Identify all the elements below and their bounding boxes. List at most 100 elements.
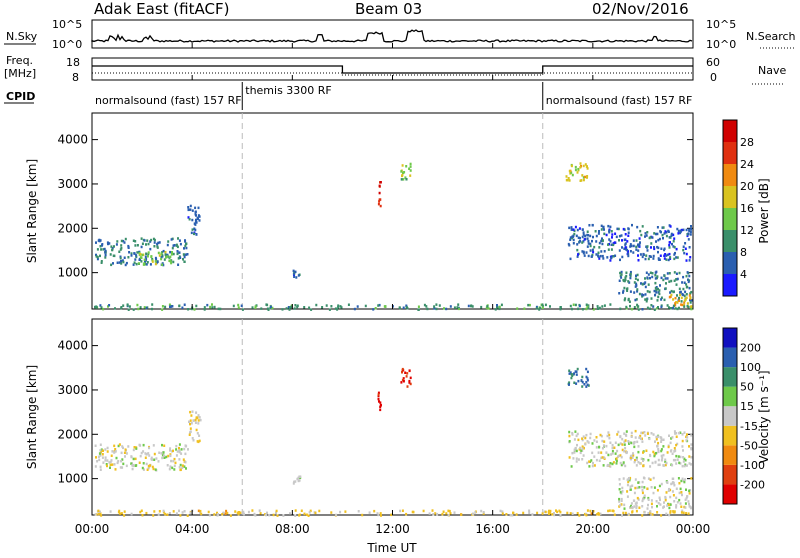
range-gate-cell xyxy=(644,232,647,235)
range-gate-cell xyxy=(620,463,623,467)
range-gate-cell xyxy=(689,301,692,304)
range-gate-cell xyxy=(119,512,121,515)
range-gate-cell xyxy=(663,274,666,277)
range-gate-cell xyxy=(676,277,679,281)
range-gate-cell xyxy=(679,455,682,459)
range-gate-cell xyxy=(591,248,594,252)
range-gate-cell xyxy=(659,503,662,506)
range-gate-cell xyxy=(601,254,604,258)
range-gate-cell xyxy=(164,305,167,309)
range-gate-cell xyxy=(675,432,678,435)
range-gate-cell xyxy=(653,246,655,249)
range-gate-cell xyxy=(442,510,445,513)
range-gate-cell xyxy=(337,304,340,307)
range-gate-cell xyxy=(624,233,627,236)
range-gate-cell xyxy=(687,232,690,235)
range-gate-cell xyxy=(409,162,412,166)
range-gate-cell xyxy=(193,232,195,236)
range-gate-cell xyxy=(541,306,544,309)
range-gate-cell xyxy=(315,303,318,307)
range-gate-cell xyxy=(626,483,629,487)
range-gate-cell xyxy=(618,497,621,501)
range-gate-cell xyxy=(608,509,611,512)
range-gate-cell xyxy=(687,512,690,515)
range-gate-cell xyxy=(154,262,157,266)
range-gate-cell xyxy=(668,513,671,517)
range-gate-cell xyxy=(330,511,333,514)
range-gate-cell xyxy=(609,259,612,262)
range-gate-cell xyxy=(574,303,577,307)
range-gate-cell xyxy=(549,305,551,308)
range-gate-cell xyxy=(139,510,142,514)
range-gate-cell xyxy=(176,245,179,249)
range-gate-cell xyxy=(576,443,578,447)
range-gate-cell xyxy=(157,513,160,516)
range-gate-cell xyxy=(675,462,678,465)
range-gate-cell xyxy=(144,255,147,258)
range-gate-cell xyxy=(190,422,193,425)
range-gate-cell xyxy=(587,239,590,243)
range-gate-cell xyxy=(174,461,177,465)
colorbar-tick-label: 4 xyxy=(740,268,747,281)
range-gate-cell xyxy=(586,175,589,178)
colorbar-segment xyxy=(723,484,737,504)
range-gate-cell xyxy=(559,514,562,517)
range-gate-cell xyxy=(496,305,498,309)
range-gate-cell xyxy=(609,240,612,243)
range-gate-cell xyxy=(405,306,408,309)
range-gate-cell xyxy=(632,442,635,445)
range-gate-cell xyxy=(544,303,547,307)
range-gate-cell xyxy=(275,511,277,514)
range-gate-cell xyxy=(622,227,625,231)
range-gate-cell xyxy=(668,506,671,510)
range-gate-cell xyxy=(99,454,102,457)
range-gate-cell xyxy=(654,281,657,285)
range-gate-cell xyxy=(629,456,632,459)
range-gate-cell xyxy=(150,255,153,258)
colorbar-tick-label: -200 xyxy=(740,478,765,491)
range-gate-cell xyxy=(614,452,617,455)
range-gate-cell xyxy=(616,449,619,453)
range-gate-cell xyxy=(265,513,267,517)
range-gate-cell xyxy=(226,511,229,515)
range-gate-cell xyxy=(575,434,578,438)
range-gate-cell xyxy=(658,463,661,466)
range-gate-cell xyxy=(690,447,693,451)
range-gate-cell xyxy=(480,509,483,513)
range-gate-cell xyxy=(688,505,691,508)
range-gate-cell xyxy=(627,252,630,256)
range-gate-cell xyxy=(173,468,176,471)
range-gate-cell xyxy=(334,307,337,310)
range-gate-cell xyxy=(432,513,435,516)
range-gate-cell xyxy=(572,242,575,245)
range-gate-cell xyxy=(639,253,642,256)
range-gate-cell xyxy=(683,303,686,307)
range-gate-cell xyxy=(516,307,519,310)
range-gate-cell xyxy=(141,514,144,517)
range-gate-cell xyxy=(668,306,670,309)
range-gate-cell xyxy=(208,514,211,517)
range-gate-cell xyxy=(617,430,620,434)
range-gate-cell xyxy=(147,252,150,256)
range-gate-cell xyxy=(377,304,380,307)
range-gate-cell xyxy=(632,452,634,455)
range-gate-cell xyxy=(592,235,594,239)
range-gate-cell xyxy=(101,456,104,459)
range-gate-cell xyxy=(685,464,688,467)
range-gate-cell xyxy=(605,444,608,448)
range-gate-cell xyxy=(627,480,630,484)
range-gate-cell xyxy=(570,171,573,174)
range-gate-cell xyxy=(191,410,194,413)
range-gate-cell xyxy=(641,431,644,435)
range-gate-cell xyxy=(678,431,681,435)
range-gate-cell xyxy=(330,305,333,308)
range-gate-cell xyxy=(104,456,107,459)
range-gate-cell xyxy=(671,452,674,455)
range-gate-cell xyxy=(611,233,614,236)
range-gate-cell xyxy=(638,292,641,296)
range-gate-cell xyxy=(688,492,691,495)
range-gate-cell xyxy=(571,235,574,238)
range-gate-cell xyxy=(377,394,380,398)
range-gate-cell xyxy=(130,254,133,257)
range-gate-cell xyxy=(568,169,571,173)
